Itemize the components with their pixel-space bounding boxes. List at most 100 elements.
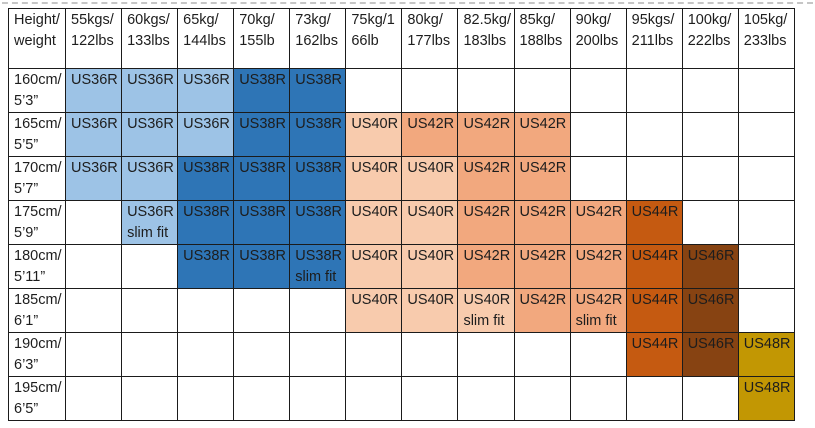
size-cell: US36R [177, 68, 235, 113]
weight-column-header: 80kg/177lbs [401, 8, 459, 69]
empty-cell [737, 68, 796, 113]
size-cell: US44R [625, 244, 683, 289]
size-cell: US38R [233, 200, 291, 245]
weight-header-line2: 162lbs [295, 33, 338, 49]
empty-cell [64, 376, 123, 421]
weight-header-line1: 75kg/1 [351, 12, 395, 28]
empty-cell [289, 332, 347, 377]
size-cell: US46R [681, 288, 739, 333]
table-row: 175cm/5’9” US36R slim fit US38R US38R US38R US… [8, 200, 796, 245]
size-label: US40R [407, 204, 455, 220]
empty-cell [345, 376, 403, 421]
empty-cell [681, 112, 739, 157]
fit-note: slim fit [295, 269, 337, 285]
empty-cell [345, 332, 403, 377]
weight-header-line2: 133lbs [127, 33, 170, 49]
weight-column-header: 85kg/188lbs [513, 8, 571, 69]
weight-header-line1: 105kg/ [743, 12, 788, 28]
size-cell: US40R [345, 288, 403, 333]
height-line1: 175cm/ [14, 204, 62, 220]
fit-note: slim fit [127, 225, 169, 241]
size-label: US44R [631, 336, 679, 352]
weight-column-header: 55kgs/122lbs [64, 8, 123, 69]
empty-cell [513, 332, 571, 377]
table-row: 170cm/5’7” US36R US36R US38R US38R US38R US40R… [8, 156, 796, 201]
size-label: US36R [183, 72, 230, 88]
height-line1: 180cm/ [14, 248, 62, 264]
size-cell: US40R [401, 156, 459, 201]
size-cell: US42R [457, 112, 515, 157]
empty-cell [289, 288, 347, 333]
size-cell: US38R [177, 200, 235, 245]
size-cell: US44R [625, 288, 683, 333]
corner-header: Height/ weight [8, 8, 66, 69]
size-cell: US48R [737, 332, 796, 377]
weight-header-line1: 70kg/ [239, 12, 275, 28]
height-row-header: 170cm/5’7” [8, 156, 66, 201]
size-label: US36R [71, 116, 118, 132]
empty-cell [457, 332, 515, 377]
weight-header-line2: 155lb [239, 33, 275, 49]
size-label: US38R [295, 204, 342, 220]
size-cell: US48R [737, 376, 796, 421]
height-row-header: 175cm/5’9” [8, 200, 66, 245]
empty-cell [177, 332, 235, 377]
size-cell: US40R [345, 112, 403, 157]
size-cell: US38R [233, 112, 291, 157]
weight-column-header: 105kg/233lbs [737, 8, 796, 69]
weight-column-header: 75kg/1 66lb [345, 8, 403, 69]
size-label: US40R [351, 116, 399, 132]
empty-cell [737, 200, 796, 245]
size-cell: US42R [569, 244, 627, 289]
empty-cell [681, 376, 739, 421]
height-line1: 190cm/ [14, 336, 62, 352]
height-row-header: 180cm/5’11” [8, 244, 66, 289]
size-cell: US36R [121, 112, 179, 157]
size-cell: US42R [457, 156, 515, 201]
weight-header-line2: 183lbs [463, 33, 507, 49]
empty-cell [64, 200, 123, 245]
size-cell: US42R [513, 244, 571, 289]
size-label: US40R [351, 292, 399, 308]
height-line1: 185cm/ [14, 292, 62, 308]
weight-header-line1: 90kg/ [575, 12, 612, 28]
size-label: US46R [687, 248, 735, 264]
size-chart-table: Height/ weight 55kgs/122lbs 60kgs/133lbs 6… [8, 8, 796, 421]
empty-cell [233, 376, 291, 421]
height-line1: 195cm/ [14, 380, 62, 396]
corner-header-line2: weight [14, 33, 56, 49]
size-label: US38R [183, 160, 230, 176]
size-cell: US42R slim fit [569, 288, 627, 333]
weight-header-line2: 200lbs [575, 33, 619, 49]
size-cell: US38R [233, 244, 291, 289]
empty-cell [121, 332, 179, 377]
weight-header-line2: 188lbs [519, 33, 563, 49]
weight-header-line2: 144lbs [183, 33, 226, 49]
height-line1: 160cm/ [14, 72, 62, 88]
size-cell: US42R [457, 244, 515, 289]
size-label: US36R [127, 204, 174, 220]
table-row: 195cm/6’5” US48R [8, 376, 796, 421]
size-cell: US36R slim fit [121, 200, 179, 245]
size-cell: US40R [401, 288, 459, 333]
height-line2: 5’3” [14, 93, 39, 109]
weight-header-line1: 73kg/ [295, 12, 331, 28]
size-cell: US38R [177, 244, 235, 289]
empty-cell [401, 376, 459, 421]
size-label: US42R [575, 248, 623, 264]
size-label: US44R [631, 292, 679, 308]
size-cell: US38R [233, 156, 291, 201]
weight-header-line2: 211lbs [631, 33, 674, 49]
size-label: US46R [687, 336, 735, 352]
size-cell: US38R [289, 156, 347, 201]
weight-header-line1: 65kg/ [183, 12, 219, 28]
empty-cell [625, 112, 683, 157]
empty-cell [177, 288, 235, 333]
height-line2: 5’5” [14, 137, 39, 153]
size-label: US42R [519, 160, 567, 176]
size-label: US38R [183, 248, 230, 264]
size-label: US36R [127, 116, 174, 132]
size-label: US38R [239, 116, 286, 132]
table-row: 190cm/6’3” US44R US46R US48R [8, 332, 796, 377]
empty-cell [233, 288, 291, 333]
